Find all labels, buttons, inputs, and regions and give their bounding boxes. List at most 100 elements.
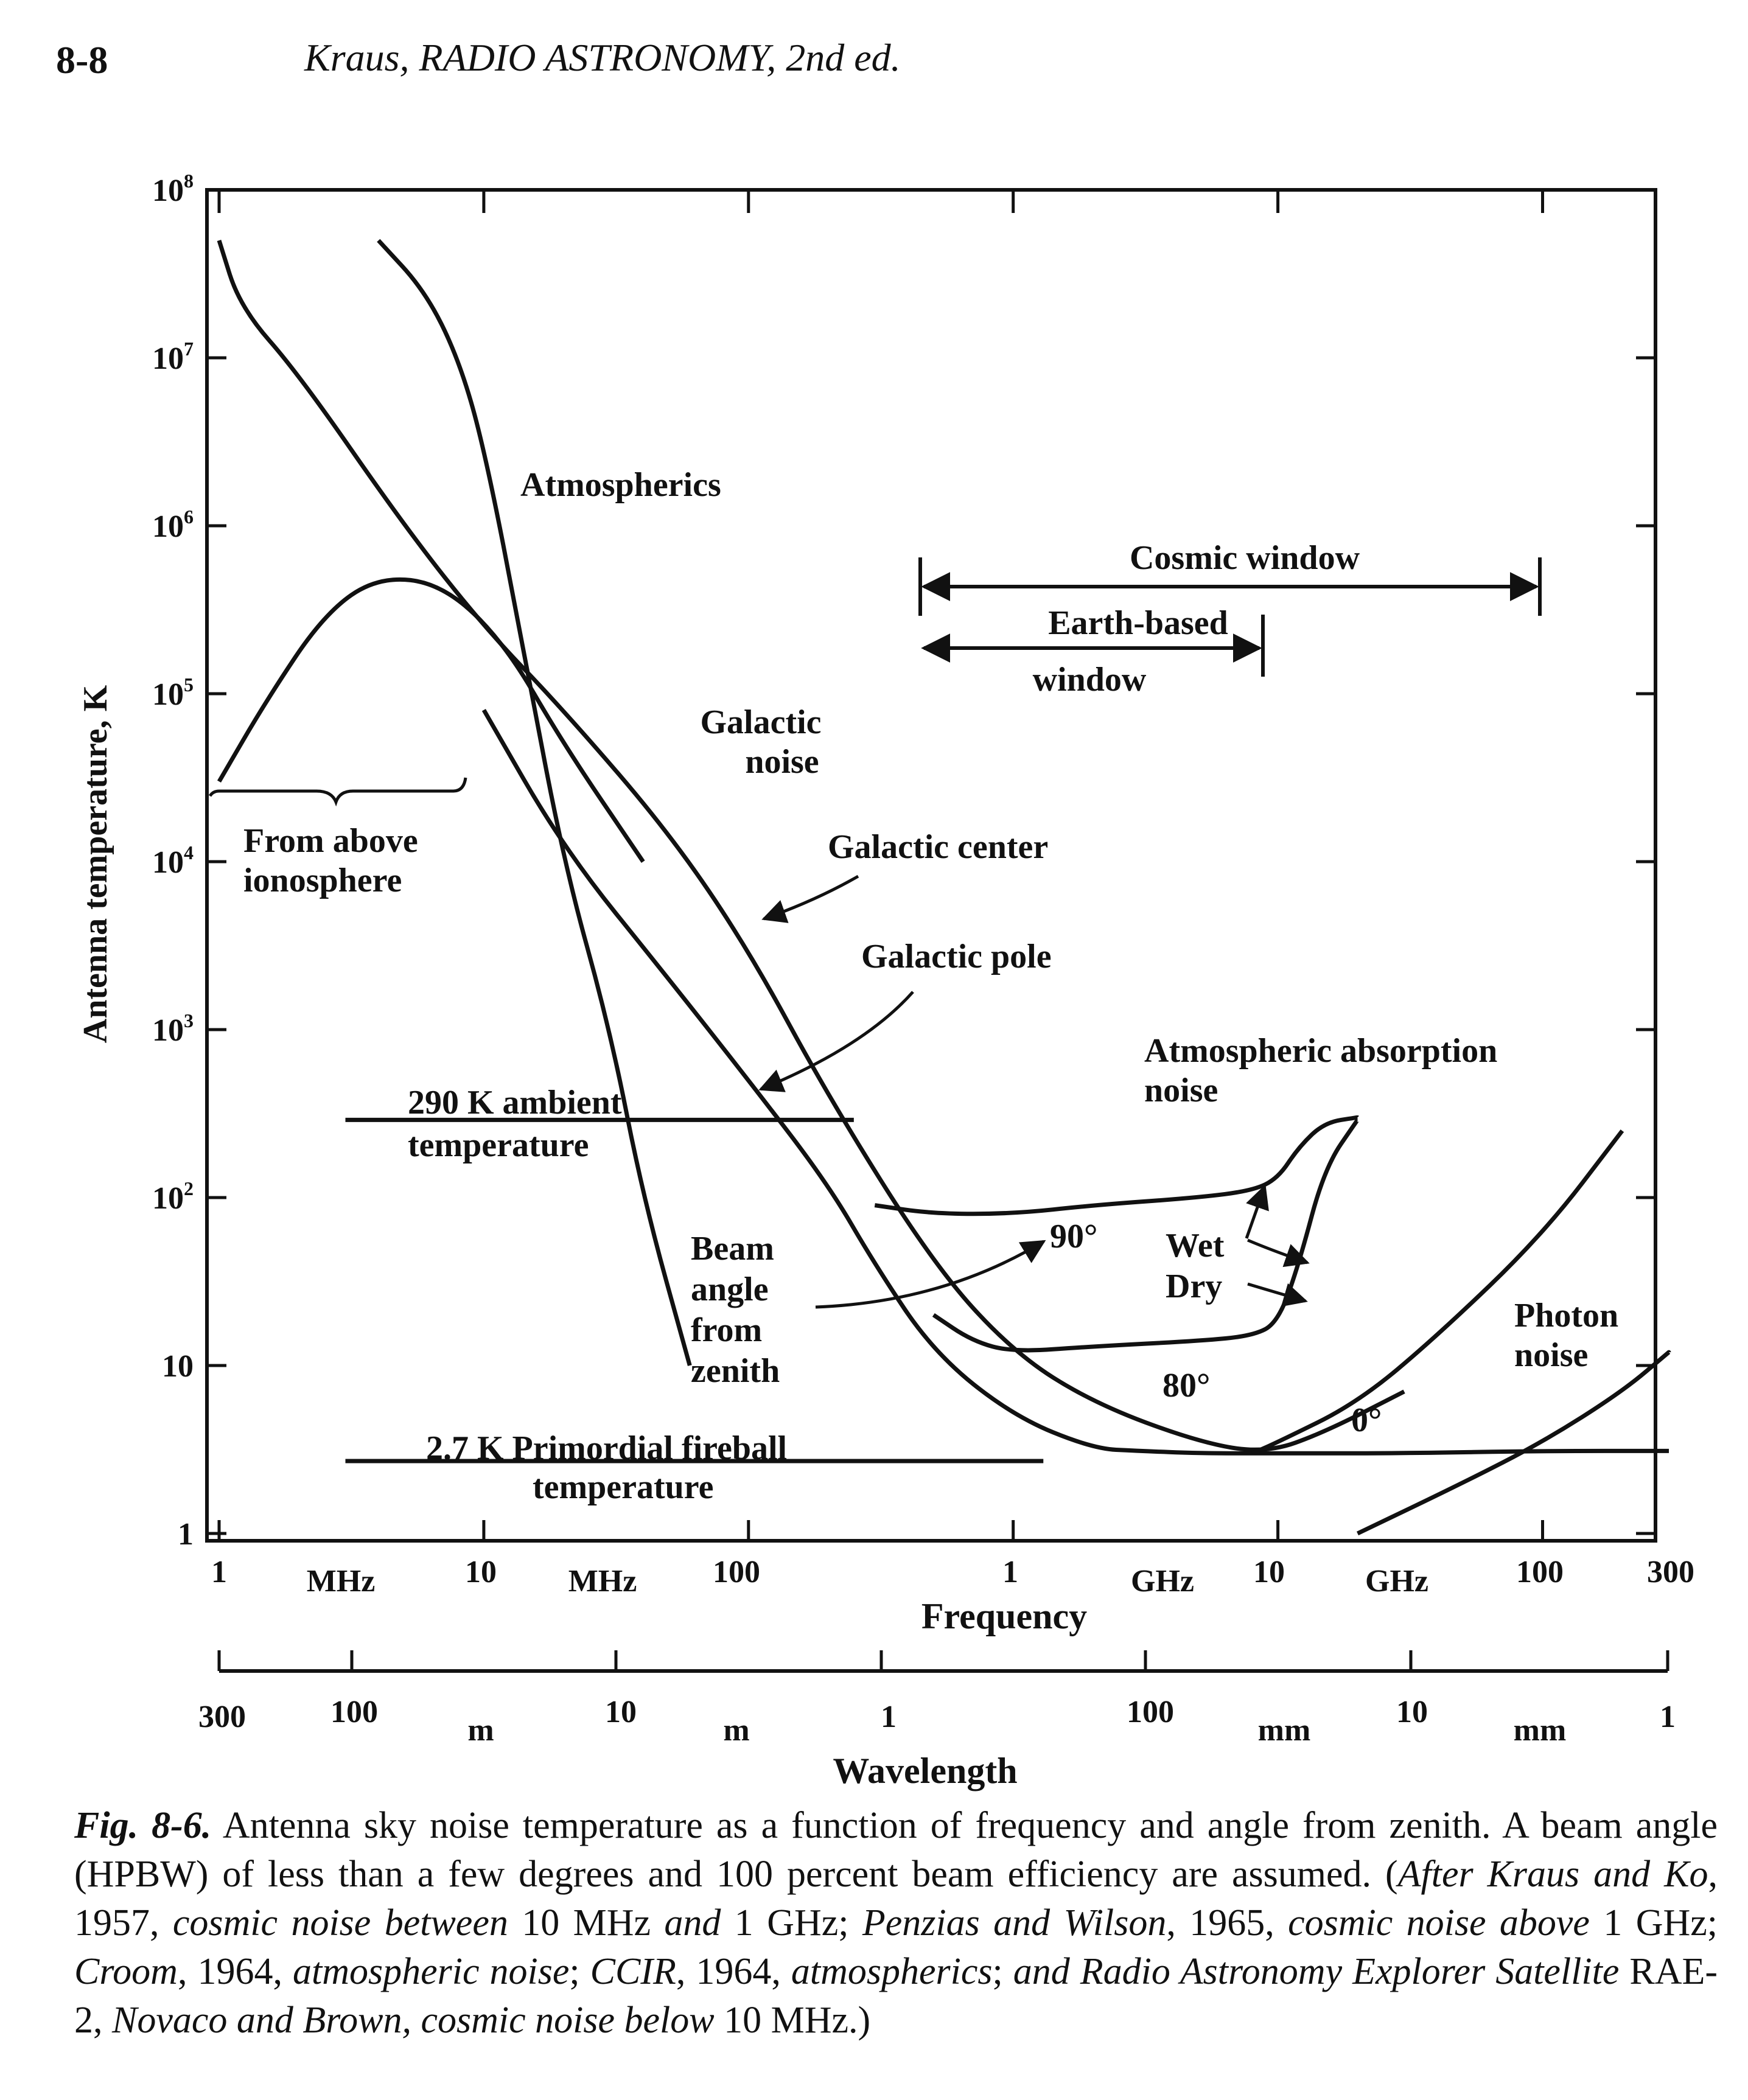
y-tick-label: 108 [152, 170, 194, 208]
wavelength-tick-label: 100 [1127, 1695, 1174, 1729]
label-atm-absorption-1: Atmospheric absorption [1144, 1032, 1497, 1070]
label-galactic-noise-2: noise [745, 743, 819, 781]
label-from: from [691, 1311, 762, 1349]
caption-text: and [664, 1902, 721, 1944]
wavelength-tick-label: 1 [1660, 1700, 1676, 1734]
label-deg0: 0° [1351, 1401, 1382, 1439]
y-tick-exponent: 3 [184, 1010, 194, 1031]
wavelength-tick-label: m [723, 1713, 749, 1748]
x-tick-label: 100 [713, 1555, 760, 1589]
series-galactic-center [217, 240, 1405, 1452]
label-cosmic-window: Cosmic window [1130, 539, 1360, 577]
wavelength-tick-label: 10 [605, 1695, 637, 1729]
y-tick-label: 102 [152, 1177, 194, 1216]
label-galactic-center: Galactic center [828, 828, 1048, 866]
series-atmospheric-absorption-noise-0 [1251, 1128, 1624, 1456]
wavelength-tick-label: 10 [1396, 1695, 1428, 1729]
wavelength-tick-label: 100 [330, 1695, 378, 1729]
wavelength-tick-label: m [467, 1713, 494, 1748]
galactic-pole-pointer [758, 991, 914, 1092]
series-galactic-pole [481, 708, 1669, 1456]
caption-label: Fig. 8-6. [74, 1805, 212, 1846]
label-galactic-noise-1: Galactic [700, 703, 821, 741]
label-earth-based: Earth-based [1048, 604, 1228, 642]
caption-text: 1 GHz; [721, 1902, 862, 1944]
label-wet: Wet [1166, 1227, 1225, 1265]
caption-text: atmospheric noise [292, 1951, 570, 1992]
caption-text: CCIR [590, 1951, 676, 1992]
label-atmospherics: Atmospherics [520, 466, 721, 504]
y-tick-label: 103 [152, 1010, 194, 1048]
label-photon: Photon [1514, 1297, 1618, 1334]
y-tick-label: 107 [152, 338, 194, 376]
label-dry: Dry [1166, 1268, 1222, 1305]
label-beam: Beam [691, 1230, 774, 1268]
caption-text: ; [569, 1951, 590, 1992]
label-ionosphere: ionosphere [243, 862, 402, 899]
caption-text: ; [992, 1951, 1013, 1992]
ionosphere-brace [208, 777, 467, 807]
series-atmospherics [377, 239, 692, 1366]
series-atmospheric-absorption-noise-90 [874, 1115, 1360, 1216]
label-ambient: 290 K ambient [408, 1084, 622, 1122]
y-tick-label: 104 [152, 842, 194, 880]
wavelength-tick-label: 300 [198, 1700, 246, 1734]
series-group [217, 239, 1671, 1536]
y-tick-exponent: 4 [184, 842, 194, 863]
label-from-above: From above [243, 822, 418, 860]
label-atm-absorption-2: noise [1144, 1072, 1218, 1109]
caption-text: Penzias and Wilson [862, 1902, 1167, 1944]
label-earth-window: window [1033, 661, 1147, 699]
label-photon-noise: noise [1514, 1336, 1588, 1374]
x-axis-label: Frequency [921, 1596, 1087, 1636]
caption-text: , 1965, [1166, 1902, 1288, 1944]
label-fireball: 2.7 K Primordial fireball [426, 1429, 787, 1467]
caption-text: 10 MHz.) [714, 2000, 871, 2041]
x-tick-label: 10 [1253, 1555, 1285, 1589]
y-tick-exponent: 7 [184, 338, 194, 360]
y-tick-exponent: 6 [184, 506, 194, 528]
label-ambient-temperature: temperature [408, 1126, 589, 1164]
caption-text: atmospherics [791, 1951, 993, 1992]
figure-caption: Fig. 8-6. Antenna sky noise temperature … [74, 1801, 1718, 2045]
wavelength-tick-label: mm [1514, 1713, 1567, 1748]
label-zenith: zenith [691, 1352, 780, 1390]
wet-pointer-up [1245, 1184, 1269, 1239]
caption-text: RAE-2, [74, 1951, 1718, 2041]
galactic-center-pointer [761, 874, 859, 923]
label-galactic-pole: Galactic pole [861, 938, 1052, 975]
x-tick-label: 100 [1516, 1555, 1564, 1589]
x-axis-ticks: 1 MHz 10 MHz 100 1 GHz 10 GHz 100 300 [211, 190, 1694, 1599]
caption-text: , 1957, [74, 1854, 1718, 1944]
y-tick-exponent: 8 [184, 170, 194, 192]
x-tick-label: MHz [568, 1564, 637, 1599]
x-tick-label: 300 [1647, 1555, 1694, 1589]
book-title: Kraus, RADIO ASTRONOMY, 2nd ed. [304, 36, 901, 79]
caption-text: 10 MHz [508, 1902, 665, 1944]
caption-text: After Kraus and Ko [1397, 1854, 1708, 1895]
x-tick-label: MHz [307, 1564, 376, 1599]
caption-text: cosmic noise between [172, 1902, 508, 1944]
label-deg80: 80° [1162, 1367, 1210, 1404]
label-deg90: 90° [1050, 1218, 1097, 1255]
y-tick-label: 106 [152, 506, 194, 544]
y-axis-label: Antenna temperature, K [77, 685, 114, 1043]
y-tick-label: 105 [152, 674, 194, 712]
series-photon-noise [1356, 1350, 1671, 1536]
wavelength-tick-label: mm [1258, 1713, 1311, 1748]
x-tick-label: 10 [465, 1555, 497, 1589]
caption-text: Novaco and Brown, cosmic noise below [112, 2000, 715, 2041]
wavelength-axis-label: Wavelength [833, 1751, 1017, 1791]
reference-lines [345, 1117, 1044, 1463]
series-from-above-ionosphere [217, 577, 646, 864]
y-tick-exponent: 2 [184, 1177, 194, 1199]
label-angle: angle [691, 1271, 769, 1308]
caption-text: cosmic noise above [1288, 1902, 1590, 1944]
caption-text: and Radio Astronomy Explorer Satellite [1013, 1951, 1620, 1992]
caption-text: Antenna sky noise temperature as a funct… [74, 1805, 1718, 1895]
dry-pointer [1247, 1282, 1308, 1307]
caption-text: , 1964, [177, 1951, 293, 1992]
beam-angle-pointer [815, 1240, 1046, 1309]
caption-text: Croom [74, 1951, 178, 1992]
